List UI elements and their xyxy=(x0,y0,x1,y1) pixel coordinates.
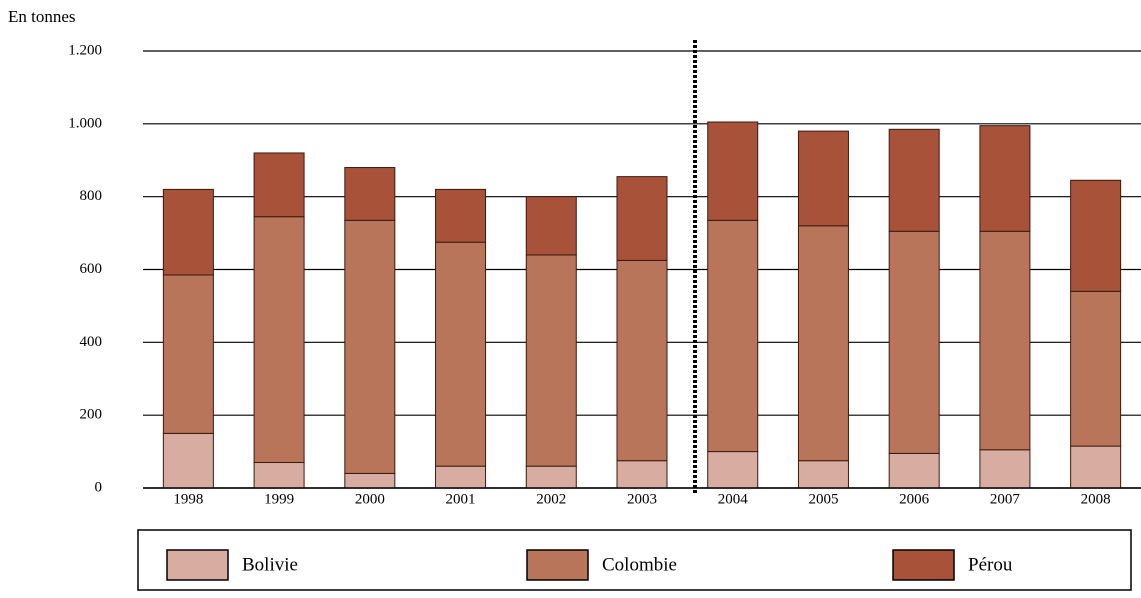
bar-segment xyxy=(253,462,305,489)
bar-segment xyxy=(797,460,849,489)
bar-segment xyxy=(525,254,577,467)
axis-title: En tonnes xyxy=(8,7,76,26)
bar-segment xyxy=(1070,179,1122,292)
bar-segment xyxy=(435,241,487,467)
bar-segment xyxy=(435,188,487,243)
x-tick-label: 2005 xyxy=(808,491,838,507)
bar-segment xyxy=(525,465,577,489)
bar-segment xyxy=(616,259,668,462)
y-tick-label: 1.000 xyxy=(68,115,102,131)
legend-label: Bolivie xyxy=(242,554,298,575)
bar-segment xyxy=(979,125,1031,232)
x-tick-label: 2008 xyxy=(1081,491,1111,507)
x-tick-label: 2004 xyxy=(718,491,749,507)
legend-swatch xyxy=(526,549,589,581)
y-tick-label: 0 xyxy=(95,479,103,495)
y-tick-label: 600 xyxy=(80,261,103,277)
bar-segment xyxy=(616,460,668,489)
bar-segment xyxy=(979,230,1031,451)
bar-segment xyxy=(616,176,668,261)
x-tick-label: 2001 xyxy=(446,491,476,507)
bar-segment xyxy=(162,188,214,276)
legend-label: Pérou xyxy=(968,554,1013,575)
x-tick-label: 2002 xyxy=(536,491,566,507)
bar-segment xyxy=(344,472,396,489)
y-tick-label: 200 xyxy=(80,407,103,423)
bar-segment xyxy=(1070,290,1122,447)
bar-segment xyxy=(707,451,759,489)
bar-segment xyxy=(707,219,759,453)
bar-segment xyxy=(888,452,940,489)
x-tick-label: 2006 xyxy=(899,491,930,507)
bar-segment xyxy=(979,449,1031,489)
y-tick-label: 1.200 xyxy=(68,42,102,58)
bar-segment xyxy=(162,432,214,489)
bar-segment xyxy=(707,121,759,221)
legend-label: Colombie xyxy=(602,554,677,575)
y-tick-label: 800 xyxy=(80,188,103,204)
x-tick-label: 2000 xyxy=(355,491,385,507)
bar-segment xyxy=(888,230,940,454)
legend-swatch xyxy=(892,549,955,581)
bar-segment xyxy=(888,128,940,232)
legend-box xyxy=(137,529,1132,591)
bar-segment xyxy=(344,219,396,474)
x-tick-label: 1999 xyxy=(264,491,294,507)
bar-segment xyxy=(253,216,305,464)
bar-segment xyxy=(253,152,305,218)
bar-segment xyxy=(797,225,849,462)
x-tick-label: 2003 xyxy=(627,491,657,507)
legend-swatch xyxy=(166,549,229,581)
bar-segment xyxy=(1070,445,1122,489)
x-tick-label: 1998 xyxy=(173,491,203,507)
bar-segment xyxy=(162,274,214,434)
bar-segment xyxy=(344,167,396,221)
bar-segment xyxy=(797,130,849,227)
bar-segment xyxy=(525,196,577,256)
bar-segment xyxy=(435,465,487,489)
y-tick-label: 400 xyxy=(80,334,103,350)
x-tick-label: 2007 xyxy=(990,491,1021,507)
